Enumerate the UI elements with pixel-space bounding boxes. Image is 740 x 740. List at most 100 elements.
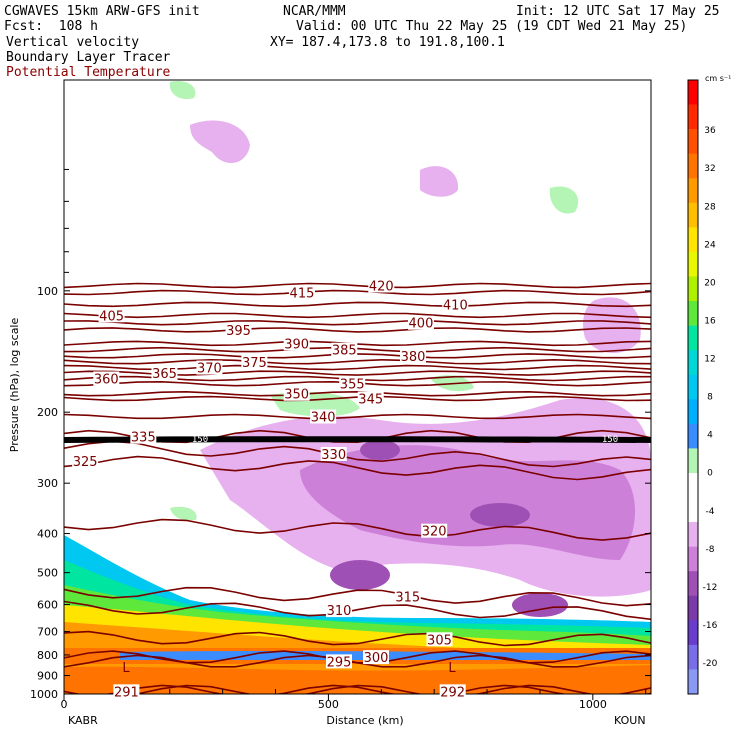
header-valid: Valid: 00 UTC Thu 22 May 25 (19 CDT Wed … bbox=[296, 19, 688, 34]
colorbar-swatch bbox=[688, 497, 698, 523]
contour-label: 365 bbox=[152, 367, 177, 382]
y-tick-label: 700 bbox=[37, 626, 58, 639]
colorbar-swatch bbox=[688, 350, 698, 376]
contour-label: 340 bbox=[311, 411, 336, 426]
colorbar-tick-label: -4 bbox=[706, 507, 715, 517]
theta-contour bbox=[64, 346, 651, 353]
contour-label-bg bbox=[363, 650, 390, 665]
colorbar-tick-label: 4 bbox=[707, 431, 713, 441]
colorbar-tick-label: 16 bbox=[704, 316, 716, 326]
theta-contour bbox=[64, 282, 651, 289]
contour-label-bg bbox=[225, 322, 252, 337]
contour-label-bg bbox=[357, 391, 384, 406]
contour-label: 320 bbox=[422, 525, 447, 540]
colorbar-tick-label: 36 bbox=[704, 126, 716, 136]
tracer-label: 150 bbox=[192, 435, 208, 445]
low-marker: L bbox=[448, 661, 456, 676]
colorbar-tick-label: 0 bbox=[707, 469, 713, 479]
colorbar-tick-label: 32 bbox=[704, 164, 715, 174]
field-boundary-layer-tracer: Boundary Layer Tracer bbox=[6, 50, 171, 65]
contour-label: 405 bbox=[99, 309, 124, 324]
contour-label-bg bbox=[325, 603, 352, 618]
theta-contour bbox=[64, 413, 651, 420]
colorbar-swatch bbox=[688, 399, 698, 425]
header-forecast: Fcst: 108 h bbox=[4, 19, 98, 34]
y-tick-label: 100 bbox=[37, 285, 58, 298]
colorbar-tick-label: 12 bbox=[704, 355, 715, 365]
theta-contour bbox=[64, 390, 651, 397]
bl-tracer-band bbox=[64, 436, 651, 443]
contour-label-bg bbox=[196, 360, 223, 375]
colorbar-tick-label: -20 bbox=[703, 659, 718, 669]
contour-label-bg bbox=[325, 654, 352, 669]
colorbar-swatch bbox=[688, 104, 698, 130]
theta-contour bbox=[64, 301, 651, 308]
contour-label-bg bbox=[331, 342, 358, 357]
field-vertical-velocity: Vertical velocity bbox=[6, 35, 140, 50]
contour-label-bg bbox=[407, 315, 434, 330]
colorbar-swatch bbox=[688, 153, 698, 179]
low-marker: L bbox=[122, 661, 130, 676]
y-tick-label: 1000 bbox=[30, 688, 58, 701]
colorbar-swatch bbox=[688, 423, 698, 449]
x-axis-label: Distance (km) bbox=[326, 714, 403, 727]
colorbar-swatch bbox=[688, 472, 698, 498]
contour-label-bg bbox=[130, 429, 157, 444]
plot-frame bbox=[63, 79, 652, 695]
tracer-label: 150 bbox=[602, 435, 618, 445]
y-tick-label: 400 bbox=[37, 528, 58, 541]
contour-label: 310 bbox=[327, 604, 352, 619]
theta-contour bbox=[64, 518, 651, 541]
theta-contour bbox=[64, 312, 651, 319]
colorbar-swatch bbox=[688, 129, 698, 154]
contour-label-bg bbox=[283, 386, 310, 401]
colorbar-swatch bbox=[688, 80, 698, 105]
y-tick-label: 800 bbox=[37, 649, 58, 662]
colorbar-swatch bbox=[688, 178, 698, 204]
theta-contour bbox=[64, 353, 651, 359]
theta-contour bbox=[64, 289, 651, 296]
contour-label-bg bbox=[151, 366, 178, 381]
theta-contour bbox=[64, 650, 651, 664]
colorbar-tick-label: 8 bbox=[707, 393, 713, 403]
colorbar: 36 32 28 24 20 16 12 8 4 0 -4 -8 -12 -16 -20 bbox=[687, 79, 718, 695]
header-xy: XY= 187.4,173.8 to 191.8,100.1 bbox=[270, 35, 505, 50]
colorbar-swatch bbox=[688, 325, 698, 351]
contour-label-bg bbox=[439, 684, 466, 699]
colorbar-swatch bbox=[688, 669, 698, 695]
theta-contour bbox=[64, 320, 651, 326]
contour-label: 360 bbox=[94, 373, 119, 388]
theta-contour bbox=[64, 455, 651, 481]
contour-label-bg bbox=[288, 285, 315, 300]
contour-label-bg bbox=[72, 453, 99, 468]
contour-label: 370 bbox=[197, 362, 222, 377]
contour-label: 345 bbox=[358, 393, 383, 408]
y-axis-label: Pressure (hPa), log scale bbox=[8, 318, 21, 453]
contour-label: 420 bbox=[369, 279, 394, 294]
header-center: NCAR/MMM bbox=[283, 4, 346, 19]
contour-label: 325 bbox=[73, 455, 98, 470]
contour-label-bg bbox=[442, 297, 469, 312]
contour-label: 380 bbox=[401, 350, 426, 365]
contour-label: 390 bbox=[284, 337, 309, 352]
colorbar-tick-label: -12 bbox=[703, 583, 718, 593]
colorbar-swatch bbox=[688, 448, 698, 474]
colorbar-swatch bbox=[688, 644, 698, 670]
contour-label-bg bbox=[93, 371, 120, 386]
theta-contour bbox=[64, 395, 651, 402]
header-init: Init: 12 UTC Sat 17 May 25 bbox=[516, 4, 720, 19]
colorbar-swatch bbox=[688, 522, 698, 547]
colorbar-swatch bbox=[688, 202, 698, 228]
colorbar-tick-label: 20 bbox=[704, 278, 716, 288]
theta-contour bbox=[64, 440, 651, 468]
colorbar-swatch bbox=[688, 546, 698, 572]
contour-label-bg bbox=[98, 308, 125, 323]
contour-label: 292 bbox=[440, 685, 465, 700]
contour-label-bg bbox=[339, 376, 366, 391]
contour-label-bg bbox=[310, 409, 337, 424]
colorbar-swatch bbox=[688, 595, 698, 621]
x-endpoint-right: KOUN bbox=[614, 714, 646, 727]
y-tick-label: 900 bbox=[37, 670, 58, 683]
